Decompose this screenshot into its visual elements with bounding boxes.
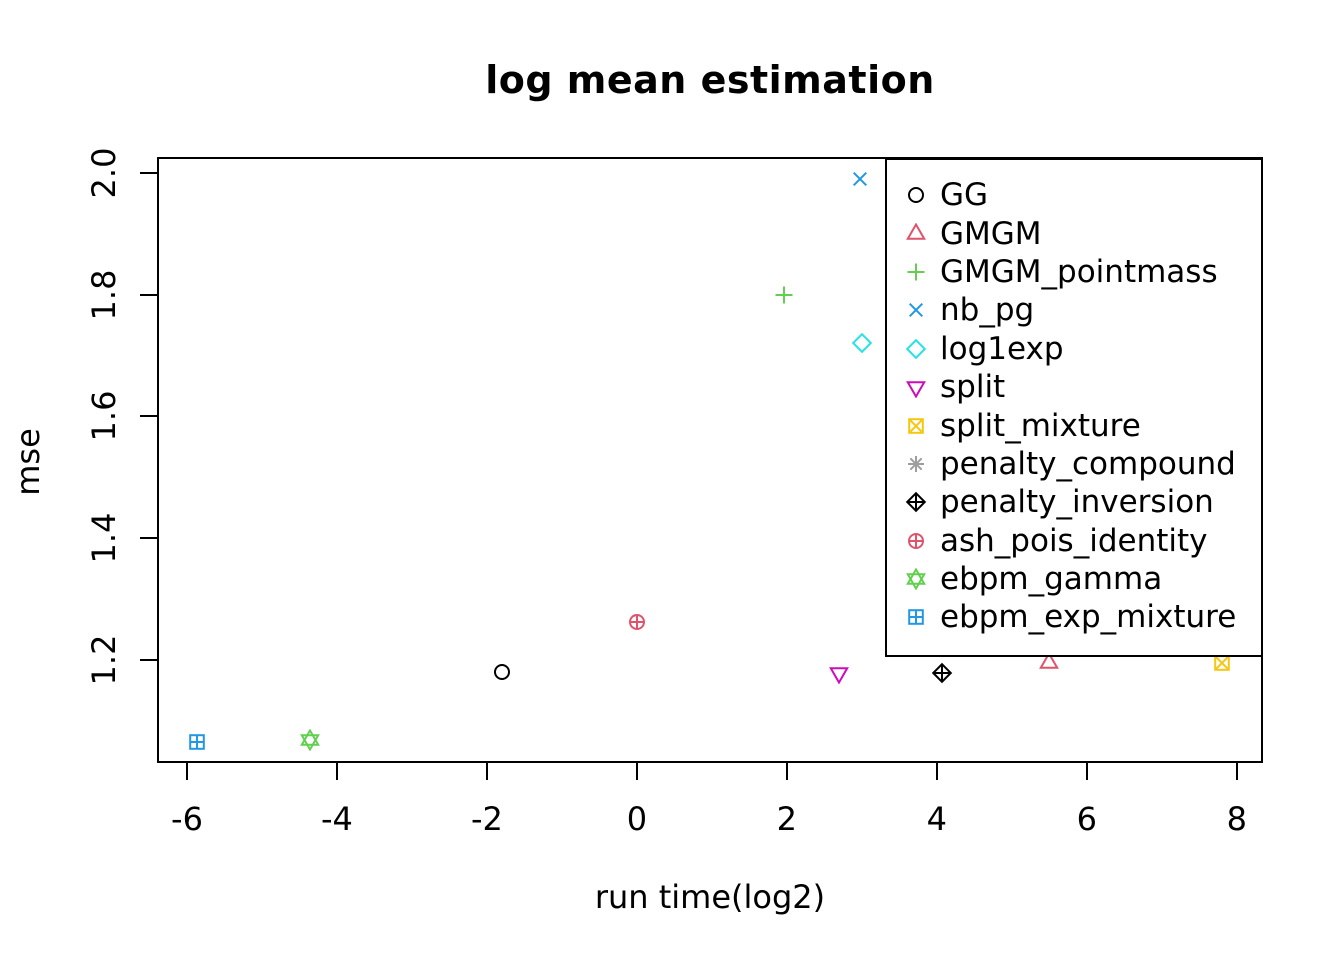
- legend-item-label: penalty_compound: [940, 445, 1236, 482]
- x-axis-tick-label: 4: [926, 800, 947, 838]
- y-axis-tick-label: 1.6: [85, 391, 123, 442]
- y-axis-tick: [140, 415, 157, 418]
- plus-icon: [907, 263, 925, 281]
- legend-item-label: split_mixture: [940, 407, 1141, 444]
- x-axis-tick: [1235, 763, 1238, 780]
- data-point-GG: [491, 661, 513, 683]
- x-axis-tick-label: 6: [1076, 800, 1097, 838]
- data-point-GMGM: [1038, 651, 1060, 674]
- data-point-ebpm_exp_mixture: [186, 731, 208, 753]
- square-plus-marker-icon: [188, 734, 205, 751]
- data-point-nb_pg: [849, 168, 871, 190]
- legend-item-label: penalty_inversion: [940, 484, 1214, 521]
- diamond-plus-icon: [905, 492, 927, 513]
- hexagram-icon: [906, 568, 926, 591]
- y-axis-tick: [140, 537, 157, 540]
- y-axis-tick: [140, 293, 157, 296]
- legend-item-label: split: [940, 369, 1006, 406]
- x-axis-tick: [935, 763, 938, 780]
- legend-item-penalty_compound: penalty_compound: [905, 445, 1261, 483]
- triangle-up-marker-icon: [1039, 651, 1060, 669]
- legend-item-nb_pg: nb_pg: [905, 291, 1261, 329]
- x-axis-tick: [185, 763, 188, 780]
- data-point-GMGM_pointmass: [773, 284, 795, 306]
- legend-item-GG: GG: [905, 176, 1261, 214]
- legend-item-split_mixture: split_mixture: [905, 406, 1261, 444]
- circle-marker-icon: [493, 664, 510, 681]
- legend-item-label: log1exp: [940, 330, 1064, 367]
- data-point-split: [828, 662, 850, 685]
- y-axis-tick-label: 1.2: [85, 634, 123, 686]
- legend-item-label: ash_pois_identity: [940, 522, 1208, 559]
- x-axis-tick: [335, 763, 338, 780]
- x-axis-tick-label: -2: [470, 800, 503, 838]
- legend-item-penalty_inversion: penalty_inversion: [905, 483, 1261, 521]
- legend-item-GMGM_pointmass: GMGM_pointmass: [905, 253, 1261, 291]
- chart-title: log mean estimation: [485, 58, 935, 102]
- x-axis-label: run time(log2): [594, 878, 826, 916]
- legend-item-label: ebpm_gamma: [940, 561, 1163, 598]
- x-axis-tick-label: -6: [171, 800, 203, 838]
- square-plus-icon: [908, 609, 924, 626]
- legend-item-label: ebpm_exp_mixture: [940, 599, 1237, 636]
- legend-item-label: GMGM: [940, 215, 1042, 252]
- x-axis-tick: [785, 763, 788, 780]
- legend-item-label: GMGM_pointmass: [940, 253, 1218, 290]
- x-axis-tick-label: 8: [1226, 800, 1247, 838]
- x-axis-tick-label: 2: [776, 800, 798, 838]
- legend-item-ash_pois_identity: ash_pois_identity: [905, 522, 1261, 560]
- x-axis-tick: [635, 763, 638, 780]
- legend-item-label: nb_pg: [940, 292, 1035, 329]
- legend-item-label: GG: [940, 177, 989, 214]
- diamond-icon: [905, 338, 927, 359]
- y-axis-tick: [140, 659, 157, 662]
- triangle-down-icon: [906, 381, 926, 399]
- x-marker-icon: [853, 171, 868, 186]
- data-point-ash_pois_identity: [626, 611, 648, 633]
- data-point-log1exp: [851, 332, 873, 354]
- legend-item-ebpm_exp_mixture: ebpm_exp_mixture: [905, 598, 1261, 636]
- y-axis-tick-label: 1.8: [85, 269, 123, 321]
- y-axis-tick-label: 2.0: [85, 147, 123, 199]
- diamond-marker-icon: [851, 333, 873, 354]
- data-point-penalty_inversion: [931, 662, 953, 684]
- circle-plus-icon: [908, 532, 924, 549]
- x-axis-tick: [1085, 763, 1088, 780]
- x-axis-tick: [485, 763, 488, 780]
- legend-item-log1exp: log1exp: [905, 330, 1261, 368]
- asterisk-icon: [908, 455, 924, 472]
- x-icon: [908, 303, 924, 318]
- x-axis-tick-label: 0: [626, 800, 648, 838]
- y-axis-label-text: mse: [9, 428, 47, 496]
- square-x-icon: [908, 417, 924, 434]
- diamond-plus-marker-icon: [931, 662, 953, 684]
- triangle-up-icon: [906, 222, 926, 240]
- triangle-down-marker-icon: [829, 667, 850, 685]
- x-axis-tick-label: -4: [321, 800, 353, 838]
- circle-icon: [908, 187, 924, 204]
- legend-item-GMGM: GMGM: [905, 214, 1261, 252]
- y-axis-tick: [140, 171, 157, 174]
- legend: GG GMGM GMGM_pointmass nb_pg log1exp split spl…: [885, 158, 1263, 657]
- legend-item-split: split: [905, 368, 1261, 406]
- legend-item-ebpm_gamma: ebpm_gamma: [905, 560, 1261, 598]
- hexagram-marker-icon: [300, 728, 320, 752]
- y-axis-tick-label: 1.4: [85, 512, 123, 564]
- data-point-ebpm_gamma: [299, 728, 321, 752]
- circle-plus-marker-icon: [628, 614, 645, 631]
- plus-marker-icon: [775, 286, 793, 304]
